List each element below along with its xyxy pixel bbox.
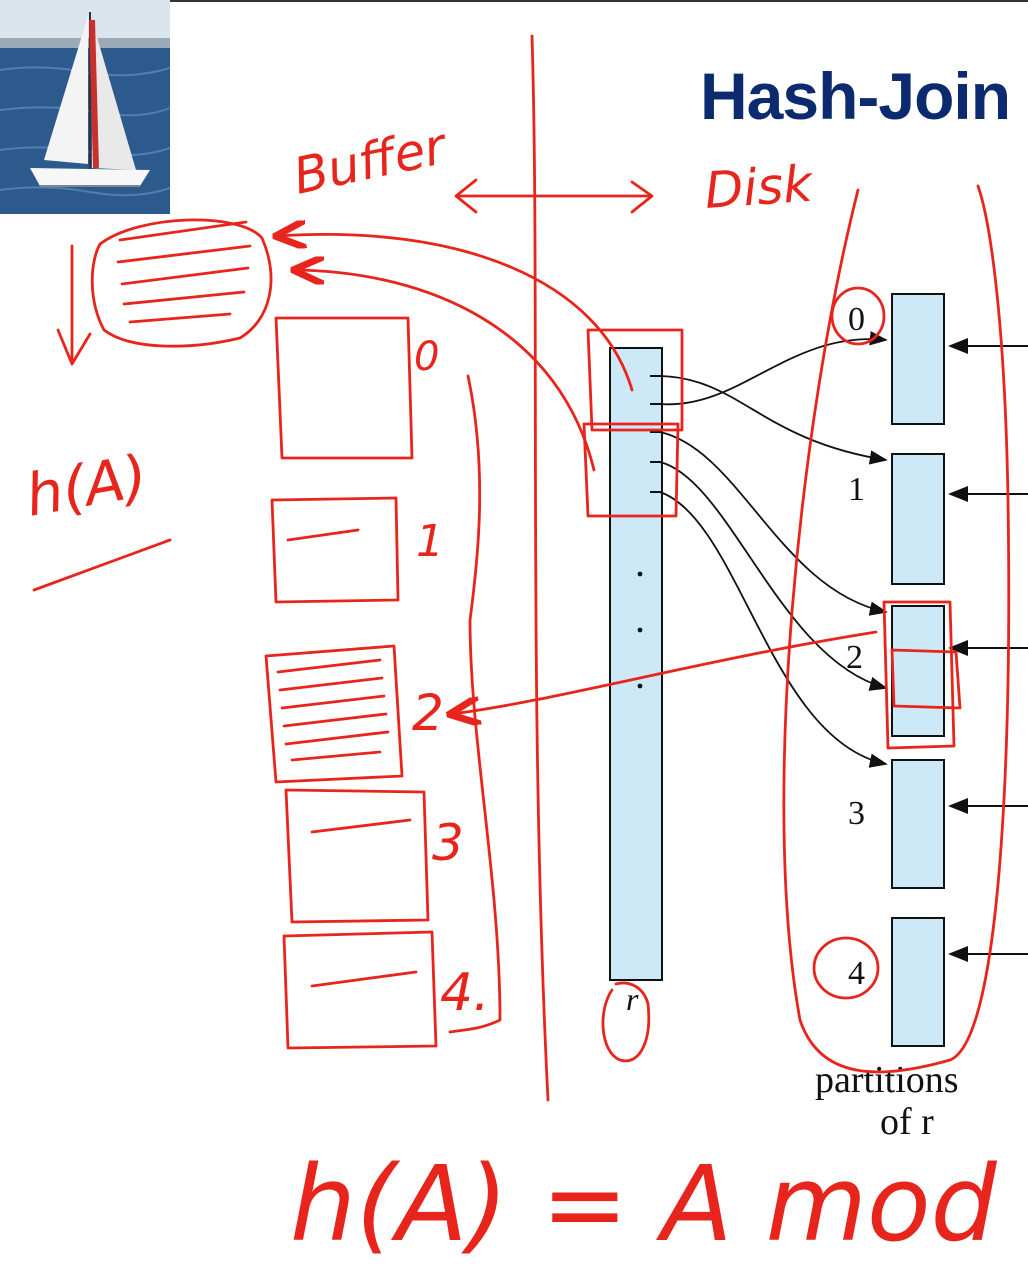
partition-block-3	[891, 759, 945, 889]
buffer-slot-loaded	[90, 218, 273, 348]
hash-function-label: h(A)	[21, 442, 153, 530]
partition-caption-line1: partitions	[815, 1059, 959, 1101]
hash-distribution-arrows	[659, 331, 888, 768]
disk-label: Disk	[703, 154, 816, 219]
buffer-slot-1	[270, 496, 400, 604]
r-page-highlight-1	[586, 328, 684, 432]
relation-r-block	[609, 347, 663, 981]
partition-number-3: 3	[848, 795, 865, 832]
partition-block-2	[891, 605, 945, 737]
buffer-slot-number-3: 3	[432, 814, 464, 872]
partition-number-0: 0	[848, 301, 865, 338]
partition-0-circle	[830, 286, 886, 346]
buffer-slot-number-2: 2	[412, 684, 444, 742]
partition-2-to-buffer-arrow	[452, 630, 878, 714]
hash-down-arrow	[56, 244, 92, 366]
buffer-brace	[448, 374, 502, 1034]
buffer-disk-divider	[530, 34, 550, 1102]
sailboat-photo-icon	[0, 0, 171, 214]
hash-formula: h(A) = A mod 5	[290, 1143, 1028, 1265]
partition-number-1: 1	[848, 471, 865, 508]
relation-r-circle	[601, 981, 651, 1063]
partition-2-highlight	[882, 600, 956, 750]
relation-r-ellipsis	[637, 571, 643, 689]
slide-title: Hash-Join	[700, 59, 1011, 133]
partition-number-4: 4	[848, 955, 865, 992]
buffer-slot-2	[264, 644, 404, 784]
partition-block-0	[891, 293, 945, 425]
buffer-slot-4	[282, 930, 438, 1050]
buffer-slot-3	[284, 788, 430, 924]
buffer-slot-number-0: 0	[414, 334, 439, 380]
buffer-slot-0	[274, 316, 414, 460]
partition-block-4	[891, 917, 945, 1047]
partition-incoming-arrows	[948, 338, 1028, 962]
buffer-slot-number-4: 4.	[440, 963, 490, 1023]
partition-caption-line2: of r	[880, 1101, 934, 1143]
partitions-loop	[782, 184, 1011, 1074]
partition-block-1	[891, 453, 945, 585]
relation-r-label: r	[626, 981, 639, 1017]
partition-number-2: 2	[846, 639, 863, 676]
partition-4-circle	[812, 936, 880, 1000]
buffer-slot-number-1: 1	[416, 516, 444, 567]
hash-label-underline	[32, 538, 172, 592]
buffer-label: Buffer	[288, 116, 453, 205]
r-page-highlight-2	[582, 422, 680, 518]
